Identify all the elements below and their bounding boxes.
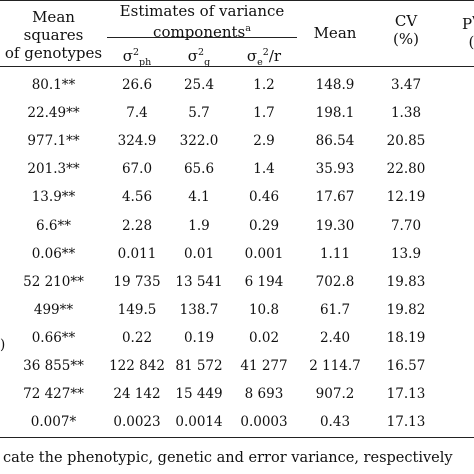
cell-g: 1.9 bbox=[188, 217, 210, 234]
variance-components-header: Estimates of variance componentsa bbox=[107, 2, 297, 41]
cell-er: 41 277 bbox=[240, 358, 288, 374]
cell-cv: 20.85 bbox=[386, 133, 426, 150]
cell-ms: 977.1** bbox=[27, 133, 80, 150]
cell-er: 8 693 bbox=[244, 386, 284, 403]
cell-ph: 0.22 bbox=[121, 329, 153, 346]
cell-cv: 19.82 bbox=[386, 301, 426, 318]
footnote: cate the phenotypic, genetic and error v… bbox=[3, 450, 453, 466]
cell-mean: 86.54 bbox=[315, 133, 355, 150]
cell-ph: 4.56 bbox=[121, 189, 153, 206]
cell-g: 4.1 bbox=[188, 189, 210, 206]
cell-ms: 36 855** bbox=[23, 358, 84, 374]
cell-g: 322.0 bbox=[179, 133, 219, 150]
cell-g: 0.0014 bbox=[175, 414, 223, 431]
cell-ms: 499** bbox=[33, 301, 74, 318]
cell-ms: 6.6** bbox=[36, 217, 71, 234]
cell-cv: 1.38 bbox=[390, 105, 422, 122]
cell-cv: 7.70 bbox=[390, 217, 422, 234]
cell-g: 13 541 bbox=[175, 273, 223, 290]
cell-mean: 198.1 bbox=[315, 105, 355, 122]
cell-ms: 22.49** bbox=[27, 105, 80, 122]
cell-ph: 324.9 bbox=[117, 133, 157, 150]
cell-cv: 3.47 bbox=[390, 77, 422, 93]
cell-mean: 35.93 bbox=[315, 161, 355, 178]
cell-er: 0.29 bbox=[248, 217, 280, 234]
cell-ph: 149.5 bbox=[117, 301, 157, 318]
cell-mean: 17.67 bbox=[315, 189, 355, 206]
cell-ph: 7.4 bbox=[126, 105, 148, 122]
cell-g: 65.6 bbox=[183, 161, 215, 178]
cell-ph: 0.0023 bbox=[113, 414, 161, 431]
cell-er: 0.02 bbox=[248, 329, 280, 346]
cell-g: 0.01 bbox=[183, 245, 215, 262]
cell-mean: 2 114.7 bbox=[309, 358, 361, 374]
cell-g: 81 572 bbox=[175, 358, 223, 374]
cell-ms: 52 210** bbox=[23, 273, 84, 290]
cell-cv: 12.19 bbox=[386, 189, 426, 206]
cell-mean: 907.2 bbox=[315, 386, 355, 403]
cell-g: 0.19 bbox=[183, 329, 215, 346]
cell-cv: 18.19 bbox=[386, 329, 426, 346]
sigma-e-header: σe2/r bbox=[246, 47, 282, 68]
cell-er: 6 194 bbox=[244, 273, 284, 290]
cell-g: 5.7 bbox=[188, 105, 210, 122]
top-rule bbox=[0, 0, 474, 1]
cell-cv: 13.9 bbox=[390, 245, 422, 262]
cell-er: 0.0003 bbox=[240, 414, 288, 431]
cell-er: 10.8 bbox=[248, 301, 280, 318]
left-cut-mark: ) bbox=[0, 337, 6, 353]
cell-er: 0.001 bbox=[244, 245, 284, 262]
cell-ph: 26.6 bbox=[121, 77, 153, 93]
cell-ms: 0.007* bbox=[30, 414, 77, 431]
cell-ph: 0.011 bbox=[117, 245, 157, 262]
cell-cv: 22.80 bbox=[386, 161, 426, 178]
header-rule bbox=[0, 66, 474, 67]
cell-g: 25.4 bbox=[183, 77, 215, 93]
cell-mean: 0.43 bbox=[319, 414, 351, 431]
cell-g: 15 449 bbox=[175, 386, 223, 403]
cut-column-header: PV ( bbox=[462, 15, 474, 51]
variance-header-line1: Estimates of variance bbox=[119, 2, 285, 20]
cell-ms: 0.66** bbox=[31, 329, 76, 346]
cell-mean: 61.7 bbox=[319, 301, 351, 318]
cell-mean: 2.40 bbox=[319, 329, 351, 346]
variance-header-line2: componentsa bbox=[153, 23, 251, 41]
cell-ph: 67.0 bbox=[121, 161, 153, 178]
cell-mean: 19.30 bbox=[315, 217, 355, 234]
cell-er: 1.7 bbox=[253, 105, 275, 122]
cell-er: 1.4 bbox=[253, 161, 275, 178]
cell-ph: 19 735 bbox=[113, 273, 161, 290]
cell-cv: 17.13 bbox=[386, 414, 426, 431]
cell-cv: 16.57 bbox=[386, 358, 426, 374]
cv-header-line2: (%) bbox=[393, 30, 419, 48]
cell-er: 2.9 bbox=[253, 133, 275, 150]
header-sub-rule bbox=[107, 37, 297, 38]
cv-header-line1: CV bbox=[394, 12, 418, 30]
sigma-ph-header: σ2ph bbox=[122, 47, 152, 68]
cell-ph: 24 142 bbox=[113, 386, 161, 403]
cell-ph: 2.28 bbox=[121, 217, 153, 234]
sigma-g-header: σ2g bbox=[187, 47, 211, 68]
cell-er: 0.46 bbox=[248, 189, 280, 206]
mean-squares-header: Mean squares of genotypes bbox=[0, 8, 107, 62]
cell-mean: 702.8 bbox=[315, 273, 355, 290]
cv-header: CV (%) bbox=[378, 12, 434, 48]
cell-ms: 72 427** bbox=[23, 386, 84, 403]
cell-ms: 0.06** bbox=[31, 245, 76, 262]
cell-ph: 122 842 bbox=[109, 358, 165, 374]
cell-ms: 80.1** bbox=[31, 77, 76, 93]
cell-cv: 17.13 bbox=[386, 386, 426, 403]
cell-mean: 148.9 bbox=[315, 77, 355, 93]
cell-mean: 1.11 bbox=[319, 245, 351, 262]
cell-g: 138.7 bbox=[179, 301, 219, 318]
mean-squares-header-line1: Mean squares bbox=[23, 8, 84, 44]
cell-cv: 19.83 bbox=[386, 273, 426, 290]
mean-header: Mean bbox=[313, 24, 357, 42]
bottom-rule bbox=[0, 437, 474, 438]
cell-ms: 13.9** bbox=[31, 189, 76, 206]
mean-squares-header-line2: of genotypes bbox=[4, 44, 103, 62]
cell-ms: 201.3** bbox=[27, 161, 80, 178]
cell-er: 1.2 bbox=[253, 77, 275, 93]
